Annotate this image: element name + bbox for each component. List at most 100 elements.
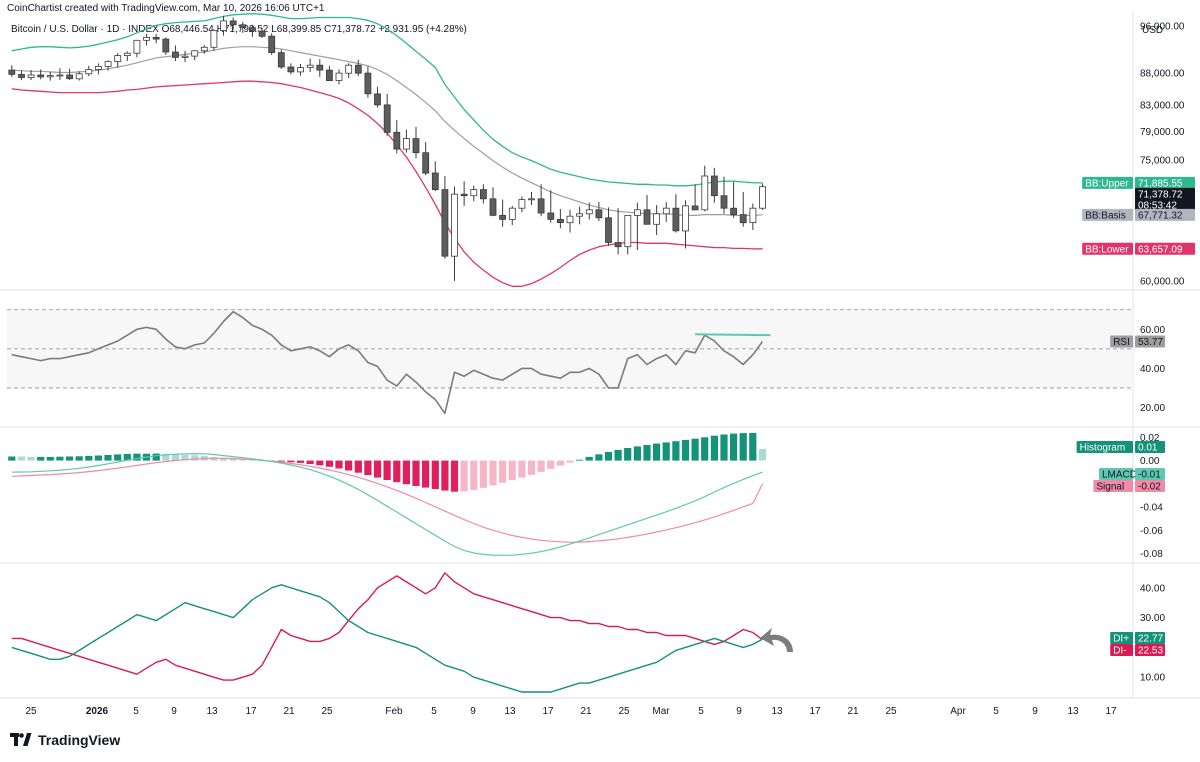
- candle: [557, 218, 564, 223]
- bb-basis-value: 67,771.32: [1138, 210, 1183, 221]
- candle: [662, 207, 670, 215]
- ohlc-close: C71,378.72: [323, 24, 376, 35]
- signal-value-box: [1135, 480, 1165, 492]
- price-tick-label: 83,000.00: [1140, 100, 1185, 111]
- x-tick-label: 13: [206, 706, 218, 717]
- histogram-bar: [171, 454, 179, 461]
- currency-label: USD: [1142, 25, 1163, 36]
- histogram-bar: [537, 460, 545, 472]
- histogram-bar: [508, 460, 516, 481]
- rsi-value: 53.77: [1138, 337, 1163, 348]
- x-tick-label: 9: [470, 706, 476, 717]
- candle: [248, 27, 256, 32]
- histogram-bar: [691, 438, 699, 461]
- candle: [431, 172, 439, 191]
- bb-upper-line: [11, 13, 763, 187]
- candle: [277, 52, 285, 68]
- x-tick-label: 25: [618, 706, 630, 717]
- tradingview-brand: TradingView: [10, 732, 120, 748]
- di-minus-name-box: [1110, 644, 1133, 656]
- histogram-bar: [181, 454, 189, 461]
- di-plus-name: DI+: [1113, 634, 1129, 645]
- histogram-bar: [576, 459, 584, 461]
- candle: [614, 242, 622, 248]
- candle: [200, 46, 208, 52]
- x-tick-label: 9: [171, 706, 177, 717]
- candle: [229, 20, 237, 26]
- histogram-bar: [383, 460, 391, 480]
- return-arrow-icon[interactable]: [760, 628, 793, 652]
- histogram-bar: [27, 456, 35, 461]
- candle: [451, 193, 458, 257]
- rsi-divergence-line: [695, 333, 771, 337]
- histogram-bar: [296, 460, 305, 463]
- candle: [537, 198, 545, 214]
- histogram-bar: [479, 460, 487, 488]
- di-minus-value-box: [1135, 644, 1165, 656]
- histogram-bar: [450, 460, 459, 492]
- chart-marks: [8, 13, 771, 693]
- histogram-bar: [653, 443, 661, 461]
- histogram-bar: [94, 455, 102, 461]
- histogram-bar: [402, 460, 410, 485]
- candle: [364, 72, 372, 95]
- histogram-bar: [191, 455, 199, 461]
- histogram-value-box: [1135, 441, 1165, 453]
- histogram-value: 0.01: [1138, 443, 1158, 454]
- dmi-tick-label: 10.00: [1140, 673, 1165, 684]
- rsi-tick-label: 20.00: [1140, 403, 1165, 414]
- histogram-bar: [749, 432, 757, 461]
- histogram-bar: [85, 455, 93, 461]
- candle: [123, 52, 131, 57]
- candle: [576, 213, 583, 217]
- histogram-bar: [8, 456, 16, 461]
- signal-name: Signal: [1096, 482, 1124, 493]
- histogram-bar: [701, 437, 709, 461]
- symbol-name: Bitcoin / U.S. Dollar · 1D · INDEX: [11, 24, 159, 35]
- histogram-bar: [248, 459, 256, 461]
- last-price-value-box: [1135, 187, 1195, 200]
- histogram-bar: [672, 441, 680, 461]
- histogram-bar: [758, 448, 767, 461]
- lmacd-line: [11, 453, 763, 556]
- histogram-name: Histogram: [1080, 443, 1126, 454]
- di-plus-value: 22.77: [1138, 634, 1163, 645]
- histogram-bar: [393, 460, 401, 483]
- candle: [210, 30, 218, 48]
- histogram-bar: [229, 458, 237, 461]
- histogram-bar: [441, 460, 449, 491]
- bb-lower-name-box: [1082, 242, 1133, 255]
- x-tick-label: 17: [245, 706, 257, 717]
- candle: [143, 37, 151, 41]
- x-tick-label: 25: [885, 706, 897, 717]
- histogram-bar: [566, 460, 574, 463]
- histogram-bar: [624, 448, 632, 461]
- countdown-value-box: [1135, 198, 1195, 211]
- bb-lower-value: 63,657.09: [1138, 244, 1183, 255]
- panel-backgrounds: [0, 12, 1200, 699]
- x-tick-label: Mar: [652, 706, 670, 717]
- histogram-bar: [518, 460, 526, 478]
- macd-tick-label: -0.08: [1140, 549, 1163, 560]
- candle: [85, 69, 93, 75]
- x-tick-label: 17: [1105, 706, 1117, 717]
- candle: [701, 175, 709, 211]
- candle: [720, 195, 728, 209]
- histogram-name-box: [1076, 441, 1133, 453]
- lmacd-name-box: [1099, 468, 1133, 480]
- histogram-bar: [585, 456, 593, 461]
- candle: [749, 207, 757, 223]
- histogram-bar: [133, 453, 141, 461]
- candle: [258, 30, 266, 37]
- candle: [605, 217, 612, 243]
- price-tick-label: 75,000.00: [1140, 155, 1185, 166]
- candle: [730, 207, 737, 215]
- macd-tick-label: 0.00: [1140, 456, 1160, 467]
- candle: [325, 69, 333, 81]
- histogram-bar: [720, 434, 728, 461]
- lmacd-value: -0.01: [1138, 470, 1161, 481]
- histogram-bar: [710, 435, 718, 461]
- candle: [46, 75, 54, 78]
- chart-credit: CoinChartist created with TradingView.co…: [7, 3, 325, 14]
